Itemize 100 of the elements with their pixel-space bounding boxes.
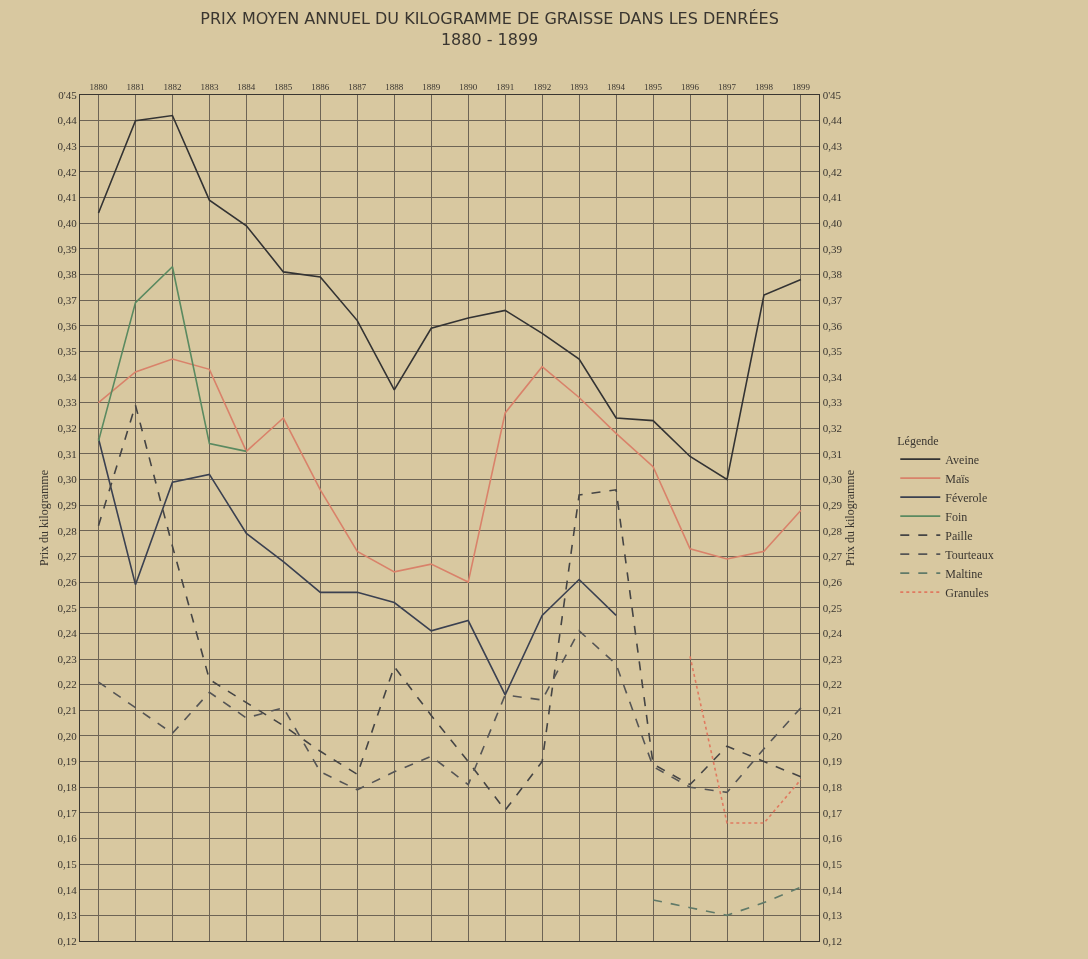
y-tick-label: 0,41 <box>57 191 77 204</box>
y2-tick-label: 0,19 <box>822 755 843 768</box>
x-tick-label: 1899 <box>791 82 811 93</box>
x-tick-label: 1892 <box>533 82 552 93</box>
y2-tick-label: 0'45 <box>822 88 842 101</box>
y-tick-label: 0,31 <box>57 447 77 460</box>
y-tick-label: 0,29 <box>57 499 78 512</box>
y-tick-label: 0,28 <box>57 524 78 537</box>
y2-tick-label: 0,40 <box>822 217 843 230</box>
legend-label: Paille <box>945 528 973 543</box>
x-tick-label: 1882 <box>163 82 182 93</box>
y-tick-label: 0,25 <box>57 601 78 614</box>
y-tick-label: 0,42 <box>57 165 77 178</box>
y2-tick-label: 0,22 <box>822 678 842 691</box>
line-series <box>97 630 802 794</box>
x-tick-label: 1897 <box>718 82 737 93</box>
line-series <box>97 404 802 812</box>
y2-tick-label: 0,23 <box>822 652 843 665</box>
x-tick-label: 1895 <box>644 82 663 93</box>
y2-tick-label: 0,43 <box>822 140 843 153</box>
legend-label: Tourteaux <box>945 547 994 562</box>
y2-tick-label: 0,38 <box>822 268 843 281</box>
legend-label: Foin <box>945 509 968 524</box>
x-tick-label: 1883 <box>200 82 219 93</box>
x-tick-label: 1886 <box>311 82 330 93</box>
y-tick-label: 0,27 <box>57 550 78 563</box>
y2-tick-label: 0,18 <box>822 781 843 794</box>
x-tick-label: 1894 <box>607 82 626 93</box>
y2-tick-label: 0,30 <box>822 473 843 486</box>
chart-title: PRIX MOYEN ANNUEL DU KILOGRAMME DE GRAISSE DANS LES DENRÉES <box>200 8 779 28</box>
y2-tick-label: 0,27 <box>822 550 843 563</box>
y2-tick-label: 0,32 <box>822 422 842 435</box>
line-series <box>97 265 248 453</box>
y-tick-label: 0'45 <box>58 88 78 101</box>
y-tick-label: 0,15 <box>57 857 78 870</box>
y-tick-label: 0,23 <box>57 652 78 665</box>
x-tick-label: 1898 <box>754 82 774 93</box>
y-tick-label: 0,20 <box>57 729 78 742</box>
legend-title: Légende <box>897 433 939 448</box>
y2-tick-label: 0,33 <box>822 396 843 409</box>
y-tick-label: 0,35 <box>57 345 78 358</box>
y-tick-label: 0,43 <box>57 140 78 153</box>
y-tick-label: 0,44 <box>57 114 78 127</box>
y2-tick-label: 0,25 <box>822 601 843 614</box>
y-tick-label: 0,22 <box>57 678 77 691</box>
y-tick-label: 0,39 <box>57 242 78 255</box>
y-tick-label: 0,36 <box>57 319 78 332</box>
y-tick-label: 0,18 <box>57 781 78 794</box>
legend-label: Maltine <box>945 566 983 581</box>
y-tick-label: 0,24 <box>57 627 78 640</box>
line-series <box>652 886 802 917</box>
x-tick-label: 1884 <box>237 82 256 93</box>
y-axis-title: Prix du kilogramme <box>36 470 51 566</box>
y-tick-label: 0,16 <box>57 832 78 845</box>
y2-tick-label: 0,36 <box>822 319 843 332</box>
x-tick-label: 1881 <box>126 82 145 93</box>
line-series <box>97 114 802 481</box>
legend-label: Féverole <box>945 490 988 505</box>
y2-tick-label: 0,13 <box>822 909 843 922</box>
y2-tick-label: 0,17 <box>822 806 843 819</box>
x-tick-label: 1893 <box>570 82 589 93</box>
y-tick-label: 0,40 <box>57 217 78 230</box>
y2-tick-label: 0,39 <box>822 242 843 255</box>
y2-tick-label: 0,15 <box>822 857 843 870</box>
y-tick-label: 0,26 <box>57 575 78 588</box>
y2-tick-label: 0,12 <box>822 934 842 947</box>
line-series <box>97 358 802 583</box>
y-tick-label: 0,34 <box>57 370 78 383</box>
x-tick-label: 1890 <box>459 82 478 93</box>
y2-tick-label: 0,24 <box>822 627 843 640</box>
legend-label: Aveine <box>945 452 980 467</box>
y-tick-label: 0,30 <box>57 473 78 486</box>
x-tick-label: 1896 <box>681 82 700 93</box>
y-tick-label: 0,33 <box>57 396 78 409</box>
y2-tick-label: 0,31 <box>822 447 842 460</box>
x-tick-label: 1891 <box>496 82 515 93</box>
x-tick-label: 1880 <box>89 82 108 93</box>
y2-tick-label: 0,35 <box>822 345 843 358</box>
y2-tick-label: 0,16 <box>822 832 843 845</box>
y-tick-label: 0,21 <box>57 704 77 717</box>
y-tick-label: 0,38 <box>57 268 78 281</box>
y2-tick-label: 0,28 <box>822 524 843 537</box>
y2-tick-label: 0,41 <box>822 191 842 204</box>
y2-tick-label: 0,42 <box>822 165 842 178</box>
y2-tick-label: 0,37 <box>822 293 843 306</box>
y-tick-label: 0,19 <box>57 755 78 768</box>
legend-label: Maïs <box>945 471 970 486</box>
x-tick-label: 1889 <box>422 82 441 93</box>
legend-label: Granules <box>945 585 989 600</box>
y-tick-label: 0,17 <box>57 806 78 819</box>
y2-tick-label: 0,34 <box>822 370 843 383</box>
y2-tick-label: 0,26 <box>822 575 843 588</box>
y2-tick-label: 0,20 <box>822 729 843 742</box>
x-tick-label: 1888 <box>385 82 404 93</box>
x-tick-label: 1887 <box>348 82 367 93</box>
chart-subtitle: 1880 - 1899 <box>440 29 539 49</box>
y-tick-label: 0,37 <box>57 293 78 306</box>
y-tick-label: 0,14 <box>57 883 78 896</box>
y2-tick-label: 0,21 <box>822 704 842 717</box>
y2-tick-label: 0,29 <box>822 499 843 512</box>
